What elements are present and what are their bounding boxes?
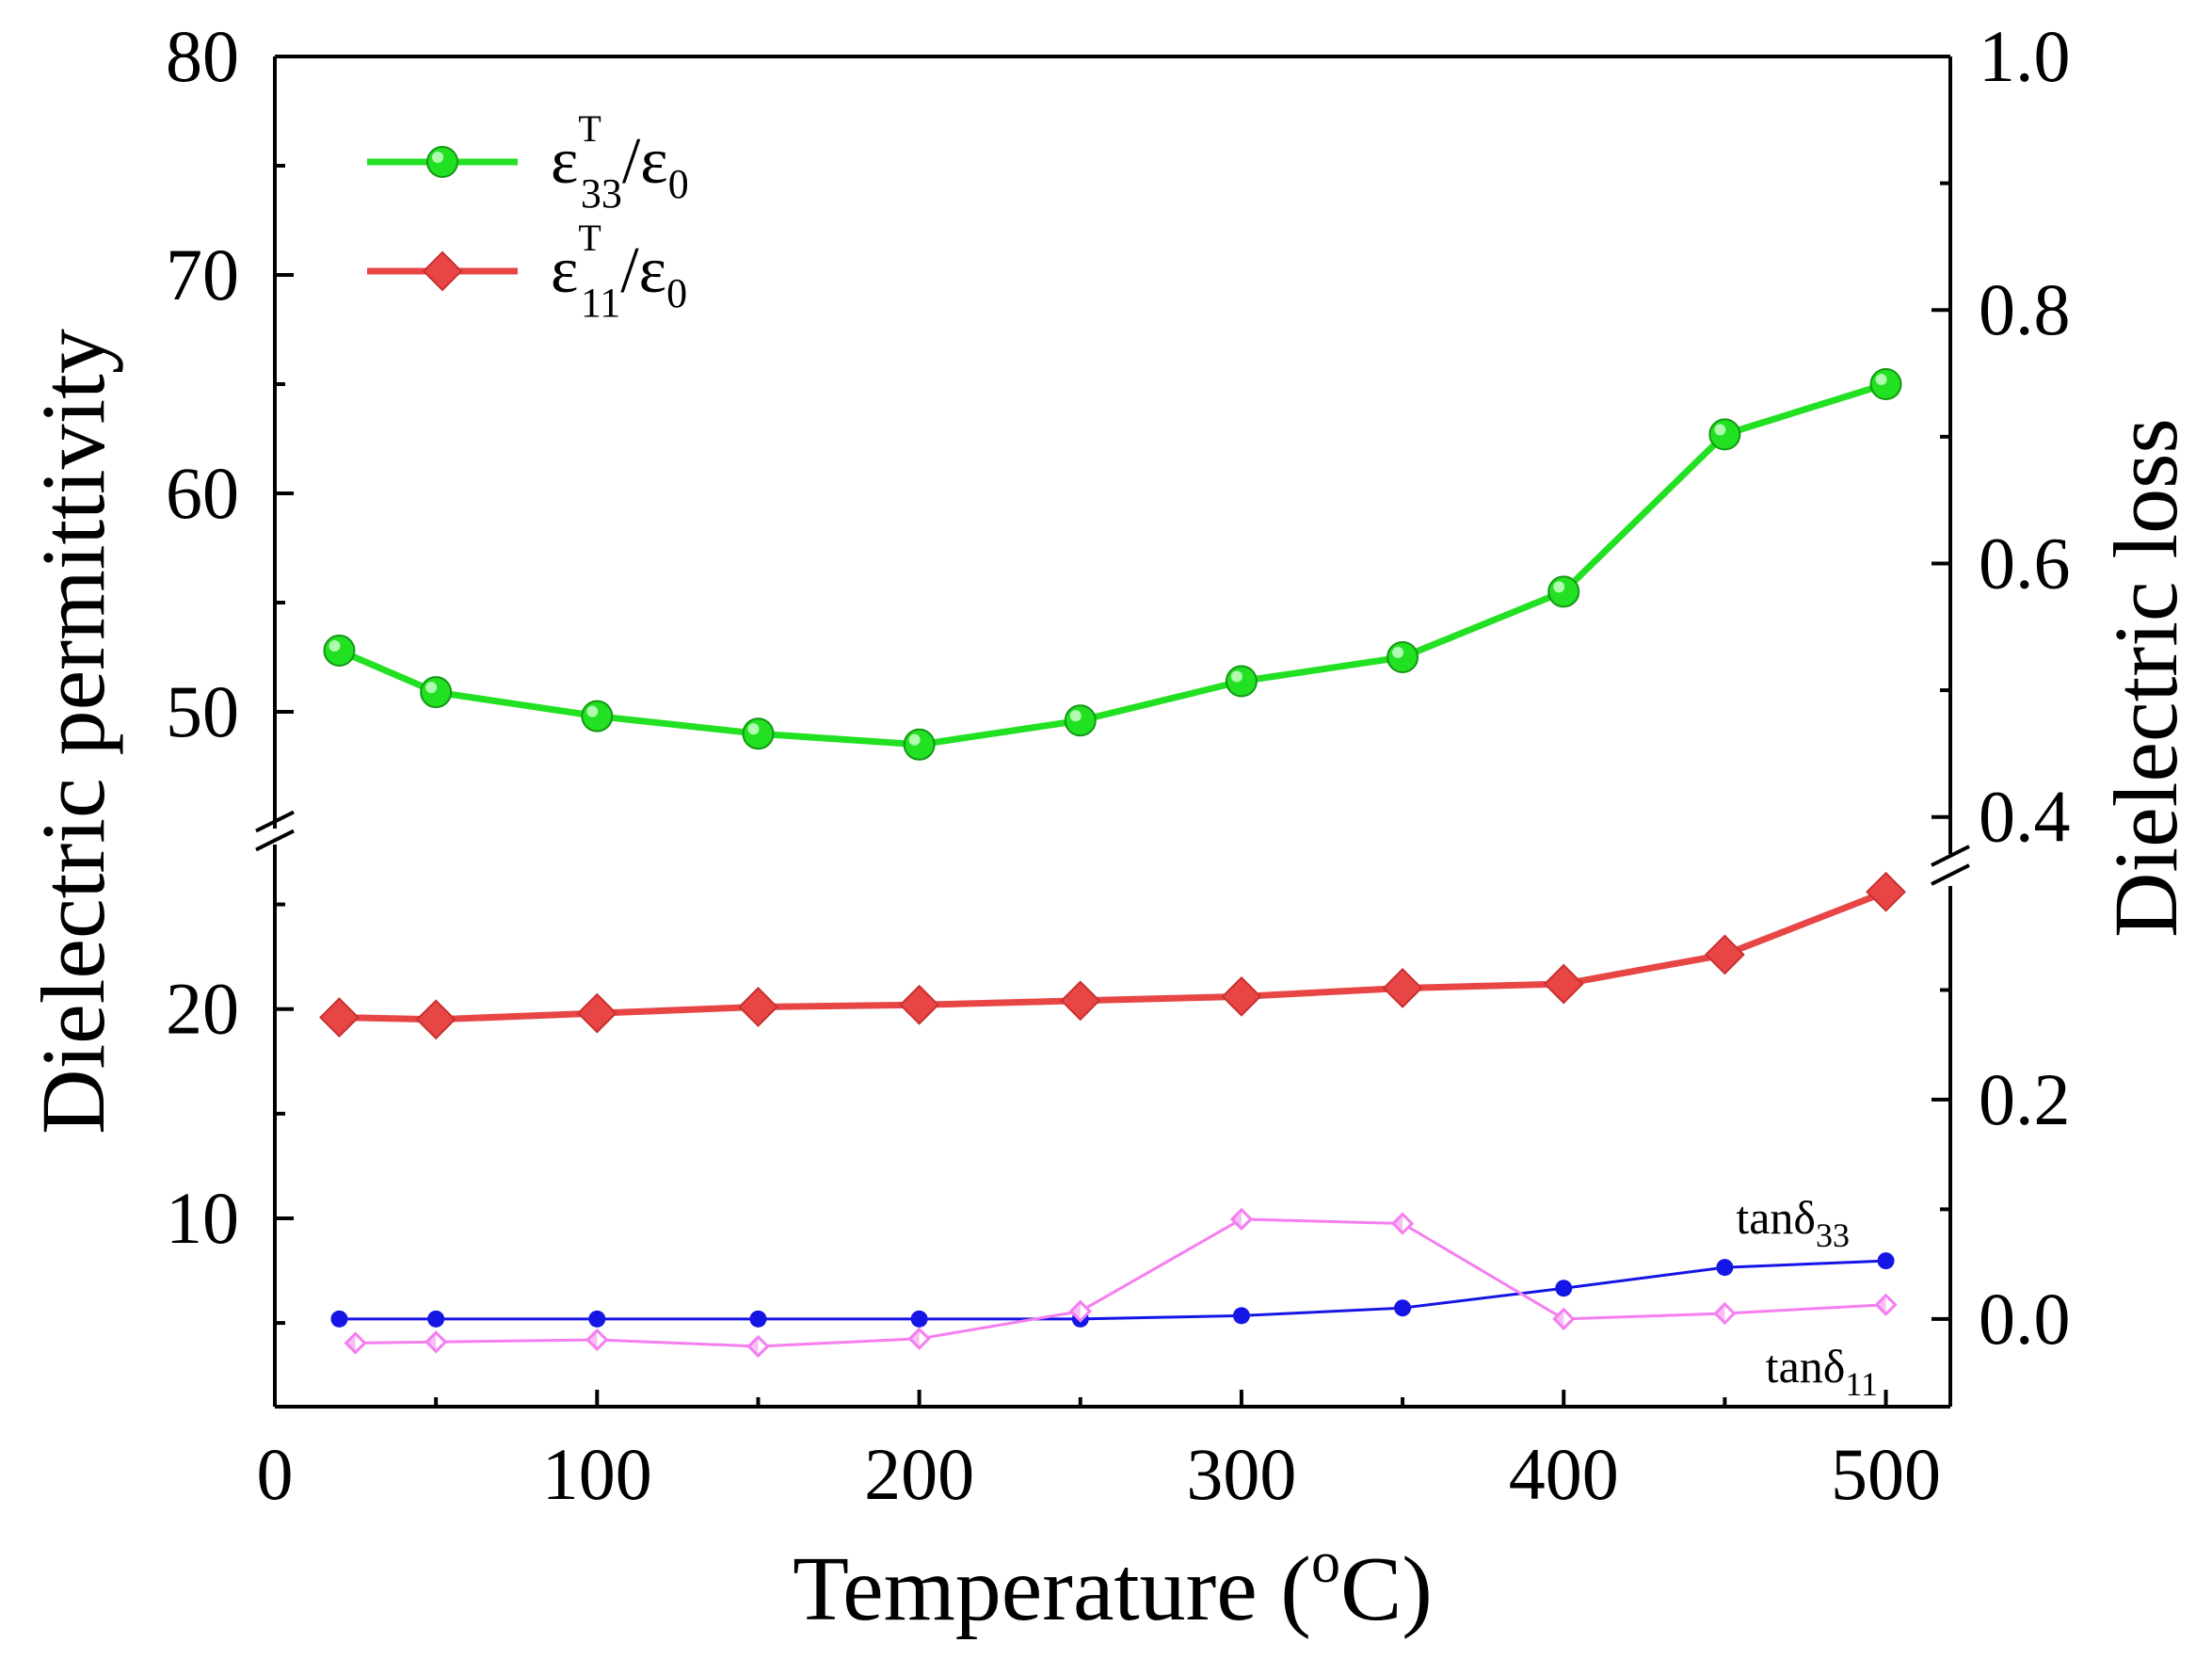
data-point-0-highlight [1553,581,1565,593]
data-point-3-half [748,1336,759,1356]
left-tick-label: 50 [166,670,239,752]
data-point-1 [576,992,617,1034]
series-annotation: tanδ33 [1736,1191,1850,1254]
data-point-1 [415,999,457,1040]
data-point-3-half [1070,1301,1081,1321]
data-point-3-half [1393,1214,1403,1233]
data-point-2 [910,1310,928,1328]
data-point-2 [1555,1280,1573,1297]
left-axis-label: Dielectric permittivity [23,329,123,1135]
data-point-0-highlight [329,640,341,652]
data-point-0 [1708,418,1741,451]
right-axis-label: Dielectric loss [2095,418,2196,938]
data-point-1 [319,997,360,1039]
data-point-0-highlight [1875,374,1887,385]
series-line-0 [338,380,1887,749]
left-tick-label: 10 [166,1177,239,1259]
left-tick-label: 20 [166,968,239,1050]
left-tick-label: 60 [166,452,239,534]
right-tick-label: 0.2 [1979,1058,2071,1140]
data-point-2 [1716,1259,1734,1277]
data-point-2 [330,1310,348,1328]
data-point-0 [323,635,356,668]
plot-area: 0 100 200 300 400 500 50 60 70 80 10 20 0.4 0.6 0.8 1.0… [23,15,2196,1640]
data-point-3-half [1715,1304,1725,1324]
data-point-0 [903,728,936,761]
x-tick-label: 300 [1186,1433,1296,1515]
data-point-0-highlight [908,733,921,746]
right-tick-label: 0.4 [1979,776,2071,858]
data-point-0 [1547,575,1580,608]
data-point-0-highlight [747,723,760,735]
data-point-1 [1221,975,1262,1017]
left-axis-break-mark [255,829,295,852]
data-point-0-highlight [1069,710,1082,722]
series-line-2 [339,1259,1886,1321]
data-point-2 [749,1310,767,1328]
data-point-1 [1060,980,1101,1022]
data-point-3-half [1231,1209,1242,1229]
data-point-3-half [1554,1309,1564,1329]
data-point-2 [588,1310,606,1328]
data-point-0-highlight [1392,647,1404,658]
left-tick-label: 70 [166,234,239,315]
data-point-2 [427,1310,445,1328]
x-tick-label: 500 [1831,1433,1941,1515]
data-point-1 [1866,871,1906,912]
data-point-2 [1232,1307,1250,1325]
data-point-0-highlight [586,705,599,717]
data-point-1 [1382,968,1423,1008]
data-point-0 [742,717,775,750]
data-point-3-half [426,1332,437,1352]
data-point-3-half [909,1329,920,1348]
data-point-0 [1225,665,1258,698]
x-tick-label: 100 [542,1433,652,1515]
legend-marker [426,146,458,178]
data-point-0-highlight [1230,670,1242,683]
right-tick-label: 1.0 [1979,15,2071,97]
data-point-1 [899,984,940,1025]
x-tick-label: 0 [257,1433,294,1515]
data-point-0 [581,700,614,733]
legend-label: εT 33/ε0 [551,107,689,217]
data-point-0-highlight [425,682,438,694]
right-tick-label: 0.8 [1979,268,2071,350]
x-tick-label: 200 [864,1433,974,1515]
data-point-0-highlight [1714,424,1726,436]
data-point-0 [1064,704,1097,737]
right-axis-break-mark [1931,863,1970,886]
series-line-1 [339,888,1887,1023]
legend-marker [422,250,463,292]
legend-label: εT 11/ε0 [551,217,687,326]
right-tick-label: 0.6 [1979,522,2071,604]
data-point-3-half [587,1329,598,1349]
data-point-0 [420,676,453,709]
left-axis-break-mark [255,810,295,833]
series-annotation: tanδ11 [1766,1340,1878,1403]
data-point-2 [1877,1252,1895,1270]
data-point-1 [1543,963,1584,1005]
x-tick-label: 400 [1509,1433,1619,1515]
data-point-3-half [345,1333,356,1353]
right-tick-label: 0.0 [1979,1278,2071,1360]
data-point-0 [1869,368,1902,400]
data-point-3-half [1876,1295,1886,1314]
right-axis-break-mark [1931,845,1970,867]
legend-marker-highlight [432,152,443,163]
left-tick-label: 80 [166,15,239,97]
data-point-1 [1704,934,1745,975]
data-point-0 [1387,641,1419,673]
x-axis-label: Temperature (oC) [793,1531,1433,1640]
data-point-2 [1394,1299,1412,1317]
series-line-3 [355,1217,1886,1348]
data-point-1 [738,987,778,1027]
